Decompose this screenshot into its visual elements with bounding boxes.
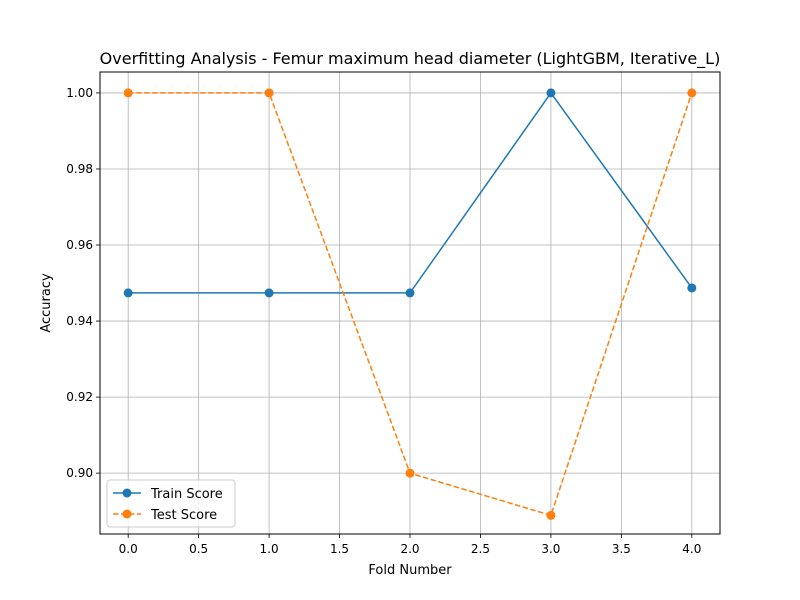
data-point-train-score [546, 88, 556, 98]
legend: Train Score Test Score [106, 479, 236, 528]
y-tick-label: 0.90 [66, 466, 93, 480]
data-point-train-score [264, 288, 274, 298]
chart-title: Overfitting Analysis - Femur maximum hea… [100, 49, 721, 69]
y-tick-label: 0.92 [66, 390, 93, 404]
y-axis-ticks: 0.90 0.92 0.94 0.96 0.98 1.00 [66, 86, 100, 480]
data-point-train-score [123, 288, 133, 298]
legend-box [106, 479, 236, 528]
data-point-train-score [405, 288, 415, 298]
x-tick-label: 4.0 [682, 542, 701, 556]
data-point-test-score [546, 510, 556, 520]
y-tick-label: 0.98 [66, 162, 93, 176]
x-axis-ticks: 0.0 0.5 1.0 1.5 2.0 2.5 3.0 3.5 4.0 [119, 534, 701, 556]
x-tick-label: 0.5 [189, 542, 208, 556]
y-tick-label: 0.94 [66, 314, 93, 328]
legend-label-test-score: Test Score [150, 508, 217, 523]
x-tick-label: 0.0 [119, 542, 138, 556]
x-tick-label: 3.5 [612, 542, 631, 556]
data-point-test-score [123, 88, 133, 98]
x-tick-label: 3.0 [541, 542, 560, 556]
data-point-test-score [687, 88, 697, 98]
grid-lines [100, 72, 720, 534]
x-tick-label: 1.5 [330, 542, 349, 556]
data-point-test-score [405, 468, 415, 478]
legend-label-train-score: Train Score [150, 487, 223, 502]
data-point-train-score [687, 283, 697, 293]
data-point-test-score [264, 88, 274, 98]
y-axis-label: Accuracy [39, 273, 54, 333]
series-layer [123, 88, 697, 520]
y-tick-label: 0.96 [66, 238, 93, 252]
x-tick-label: 2.0 [400, 542, 419, 556]
y-tick-label: 1.00 [66, 86, 93, 100]
x-tick-label: 2.5 [471, 542, 490, 556]
x-tick-label: 1.0 [260, 542, 279, 556]
x-axis-label: Fold Number [368, 563, 452, 578]
legend-marker-train-score [122, 488, 132, 498]
legend-marker-test-score [122, 509, 132, 519]
